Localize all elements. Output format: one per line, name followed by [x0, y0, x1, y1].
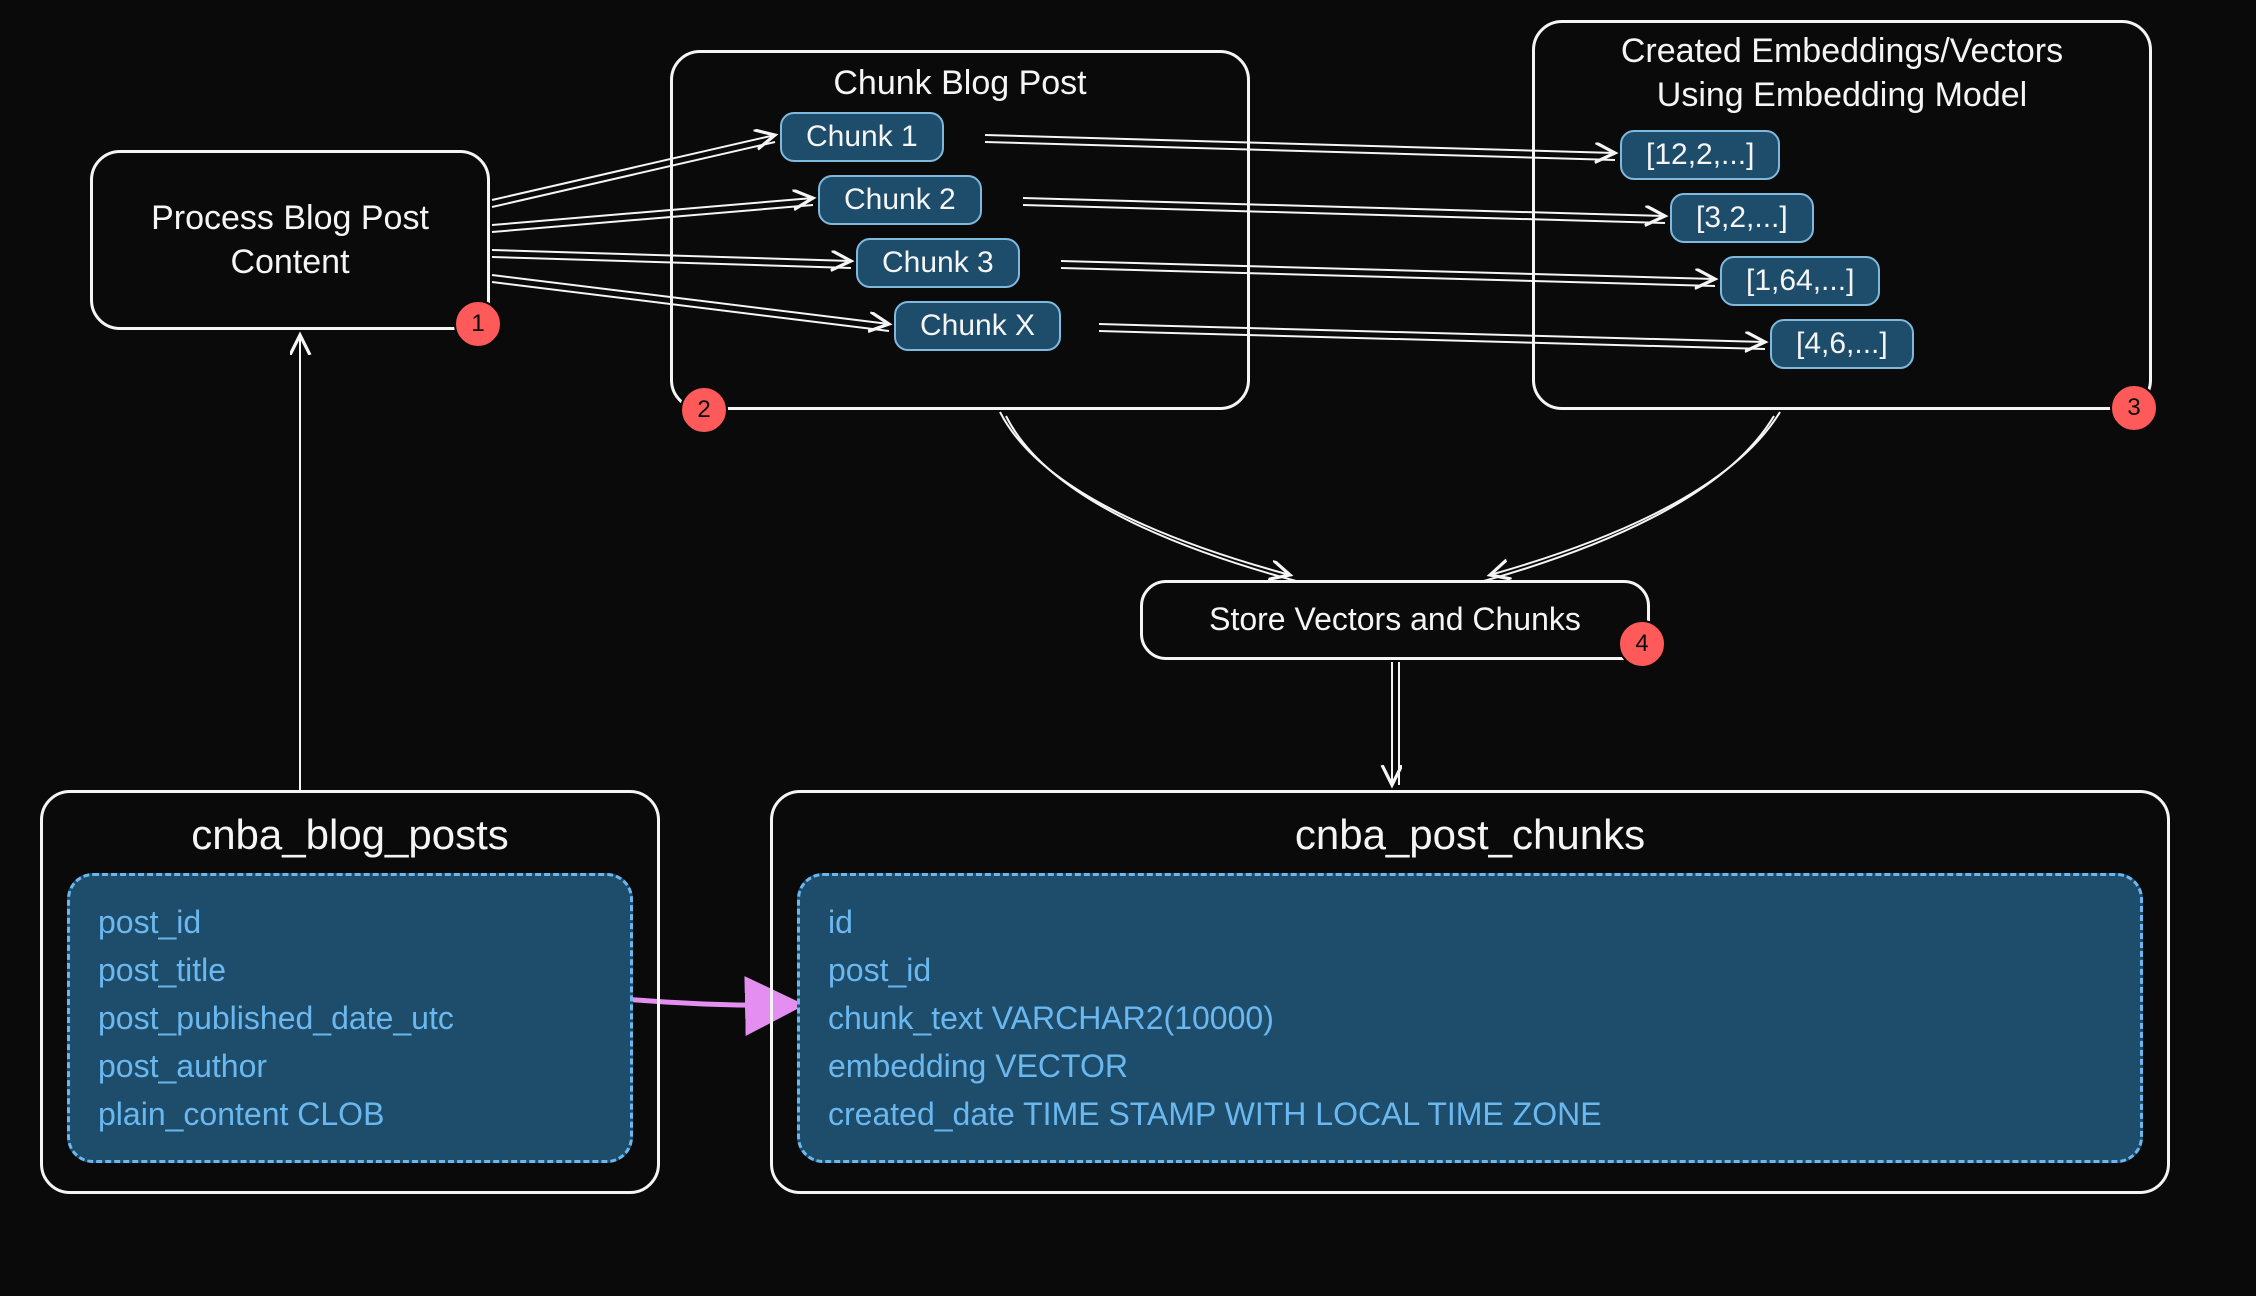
table-cnba-blog-posts: cnba_blog_posts post_id post_title post_… [40, 790, 660, 1194]
badge-4: 4 [1618, 620, 1666, 668]
step3-line1: Created Embeddings/Vectors [1621, 32, 2063, 70]
step3-title: Created Embeddings/Vectors Using Embeddi… [1535, 29, 2149, 117]
chunk-2: Chunk 2 [818, 175, 982, 225]
table1-col-2: post_published_date_utc [98, 994, 602, 1042]
step1-line1: Process Blog Post [151, 199, 429, 237]
table1-col-0: post_id [98, 898, 602, 946]
table1-col-3: post_author [98, 1042, 602, 1090]
table2-inner: id post_id chunk_text VARCHAR2(10000) em… [797, 873, 2143, 1163]
embedding-4: [4,6,...] [1770, 319, 1914, 369]
table2-col-4: created_date TIME STAMP WITH LOCAL TIME … [828, 1090, 2112, 1138]
table2-col-3: embedding VECTOR [828, 1042, 2112, 1090]
table1-col-4: plain_content CLOB [98, 1090, 602, 1138]
step4-label: Store Vectors and Chunks [1209, 599, 1581, 641]
table2-col-2: chunk_text VARCHAR2(10000) [828, 994, 2112, 1042]
table2-col-1: post_id [828, 946, 2112, 994]
chunk-1: Chunk 1 [780, 112, 944, 162]
badge-1: 1 [454, 300, 502, 348]
badge-3: 3 [2110, 384, 2158, 432]
step-store-vectors: Store Vectors and Chunks [1140, 580, 1650, 660]
badge-2: 2 [680, 386, 728, 434]
embedding-2: [3,2,...] [1670, 193, 1814, 243]
step-process-blog-post: Process Blog Post Content [90, 150, 490, 330]
table1-col-1: post_title [98, 946, 602, 994]
embedding-3: [1,64,...] [1720, 256, 1880, 306]
embedding-1: [12,2,...] [1620, 130, 1780, 180]
step1-title: Process Blog Post Content [151, 196, 429, 284]
step1-line2: Content [230, 243, 349, 281]
step2-title: Chunk Blog Post [673, 61, 1247, 105]
step3-line2: Using Embedding Model [1657, 76, 2027, 114]
table2-col-0: id [828, 898, 2112, 946]
chunk-3: Chunk 3 [856, 238, 1020, 288]
chunk-x: Chunk X [894, 301, 1061, 351]
table1-inner: post_id post_title post_published_date_u… [67, 873, 633, 1163]
table2-title: cnba_post_chunks [797, 811, 2143, 859]
table1-title: cnba_blog_posts [67, 811, 633, 859]
step-chunk-blog-post: Chunk Blog Post [670, 50, 1250, 410]
table-cnba-post-chunks: cnba_post_chunks id post_id chunk_text V… [770, 790, 2170, 1194]
